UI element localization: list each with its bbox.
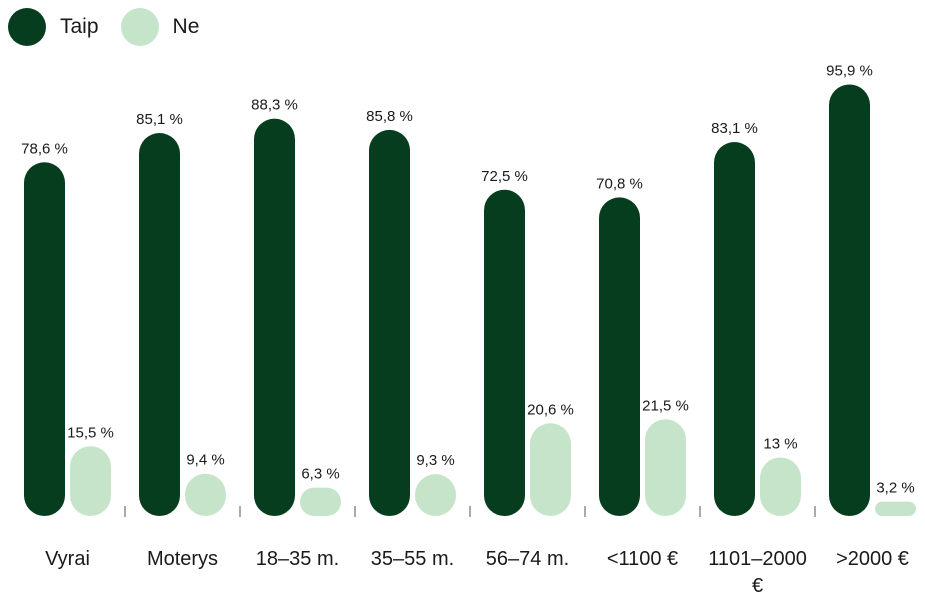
data-label: 15,5 % bbox=[67, 424, 114, 441]
bar-taip bbox=[714, 142, 755, 517]
data-label: 70,8 % bbox=[596, 175, 643, 192]
bar-ne bbox=[70, 446, 111, 516]
bar-taip bbox=[369, 129, 410, 516]
bar-taip bbox=[139, 133, 180, 517]
category-label: 1101–2000 € bbox=[708, 548, 807, 597]
legend-item-taip: Taip bbox=[8, 8, 99, 46]
bar-ne bbox=[875, 501, 916, 516]
data-label: 9,4 % bbox=[186, 452, 224, 469]
category-label: >2000 € bbox=[836, 548, 909, 570]
data-label: 9,3 % bbox=[416, 452, 454, 469]
bar-taip bbox=[829, 84, 870, 516]
data-label: 6,3 % bbox=[301, 466, 339, 483]
data-label: 95,9 % bbox=[826, 62, 873, 79]
legend-label-taip: Taip bbox=[60, 15, 99, 38]
bar-taip bbox=[484, 189, 525, 516]
bar-ne bbox=[760, 457, 801, 516]
data-label: 78,6 % bbox=[21, 140, 68, 157]
bar-ne bbox=[415, 474, 456, 516]
data-label: 83,1 % bbox=[711, 120, 758, 137]
data-label: 72,5 % bbox=[481, 168, 528, 185]
bar-ne bbox=[645, 419, 686, 516]
data-label: 88,3 % bbox=[251, 97, 298, 114]
legend-swatch-taip bbox=[8, 8, 46, 46]
category-label: 35–55 m. bbox=[370, 548, 455, 570]
legend-item-ne: Ne bbox=[120, 8, 200, 46]
data-label: 13 % bbox=[763, 436, 797, 453]
bar-ne bbox=[185, 473, 226, 516]
bar-taip bbox=[599, 197, 640, 516]
legend-label-ne: Ne bbox=[172, 15, 200, 38]
category-label: Moterys bbox=[146, 548, 219, 570]
bar-taip bbox=[254, 118, 295, 517]
category-label: 18–35 m. bbox=[255, 548, 340, 570]
data-label: 3,2 % bbox=[876, 480, 914, 497]
data-label: 85,1 % bbox=[136, 111, 183, 128]
legend-swatch-ne bbox=[120, 8, 159, 46]
category-label: Vyrai bbox=[45, 548, 90, 570]
category-label: <1100 € bbox=[606, 548, 679, 570]
data-label: 85,8 % bbox=[366, 108, 413, 125]
bar-taip bbox=[24, 162, 65, 517]
data-label: 21,5 % bbox=[642, 397, 689, 414]
bar-ne bbox=[530, 423, 571, 516]
data-label: 20,6 % bbox=[527, 401, 574, 418]
bar-ne bbox=[300, 487, 341, 516]
category-label: 56–74 m. bbox=[485, 548, 570, 570]
legend: Taip Ne bbox=[8, 7, 221, 47]
